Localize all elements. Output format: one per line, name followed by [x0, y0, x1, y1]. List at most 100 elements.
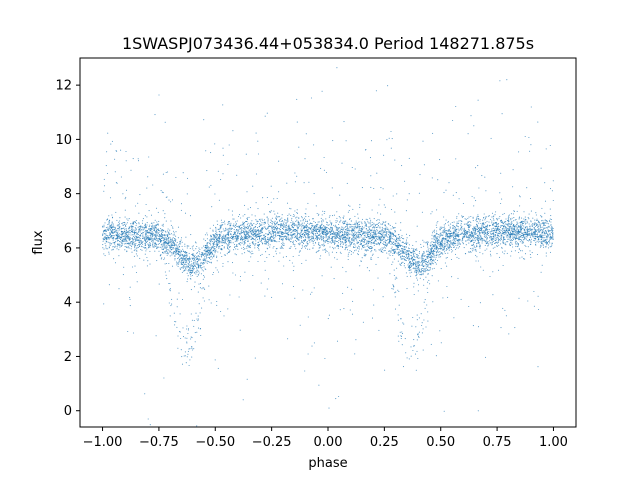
data-point: [550, 227, 552, 229]
data-point: [318, 244, 320, 246]
data-point: [309, 293, 312, 295]
data-point: [373, 240, 375, 242]
data-point: [184, 259, 186, 261]
data-point: [415, 326, 417, 328]
data-point: [409, 235, 411, 237]
data-point: [393, 258, 395, 260]
data-point: [358, 235, 360, 237]
data-point: [447, 252, 449, 254]
data-point: [354, 238, 356, 240]
data-point: [472, 250, 474, 252]
data-point: [300, 231, 302, 233]
data-point: [214, 234, 216, 236]
data-point: [541, 220, 543, 222]
data-point: [305, 216, 307, 218]
data-point: [102, 233, 104, 235]
data-point: [193, 286, 196, 288]
data-point: [515, 240, 517, 242]
data-point: [233, 223, 235, 225]
data-point: [435, 224, 437, 226]
data-point: [427, 281, 429, 283]
data-point: [456, 221, 458, 223]
data-point: [309, 228, 311, 230]
data-point: [243, 239, 245, 241]
data-point: [168, 282, 170, 285]
data-point: [285, 228, 287, 230]
data-point: [268, 242, 270, 244]
data-point: [332, 140, 334, 142]
data-point: [138, 230, 140, 232]
data-point: [270, 225, 272, 228]
data-point: [134, 205, 137, 207]
data-point: [484, 240, 486, 242]
data-point: [447, 233, 449, 235]
data-point: [437, 248, 439, 250]
data-point: [219, 252, 222, 254]
data-point: [163, 257, 166, 259]
data-point: [270, 227, 273, 229]
data-point: [217, 367, 219, 369]
data-point: [531, 229, 533, 231]
data-point: [423, 279, 425, 281]
data-point: [412, 264, 414, 266]
data-point: [200, 267, 202, 269]
data-point: [182, 250, 184, 252]
data-point: [210, 253, 212, 255]
data-point: [534, 236, 536, 238]
data-point: [186, 267, 188, 269]
data-point: [352, 246, 355, 248]
data-point: [164, 263, 166, 265]
data-point: [506, 227, 508, 229]
data-point: [526, 239, 528, 242]
data-point: [397, 241, 399, 243]
data-point: [364, 236, 366, 238]
data-point: [233, 225, 235, 227]
data-point: [150, 232, 152, 234]
data-point: [542, 242, 544, 244]
data-point: [139, 231, 141, 233]
data-point: [276, 222, 278, 224]
data-point: [384, 224, 387, 227]
data-point: [355, 222, 357, 224]
data-point: [377, 236, 379, 238]
data-point: [373, 242, 376, 245]
data-point: [281, 283, 284, 285]
data-point: [130, 248, 132, 250]
data-point: [350, 243, 352, 245]
data-point: [412, 252, 414, 254]
data-point: [246, 217, 248, 219]
data-point: [356, 223, 359, 225]
data-point: [392, 252, 394, 255]
data-point: [103, 239, 105, 241]
data-point: [248, 230, 250, 232]
data-point: [336, 220, 339, 222]
data-point: [336, 258, 338, 260]
data-point: [235, 221, 237, 223]
data-point: [172, 242, 174, 244]
data-point: [317, 234, 319, 236]
data-point: [132, 158, 134, 160]
data-point: [302, 289, 304, 291]
data-point: [161, 243, 163, 245]
data-point: [456, 233, 458, 235]
data-point: [523, 237, 525, 239]
data-point: [183, 355, 185, 357]
data-point: [528, 136, 530, 139]
data-point: [108, 219, 110, 221]
data-point: [475, 260, 477, 262]
data-point: [247, 232, 249, 234]
data-point: [222, 236, 225, 238]
data-point: [220, 232, 222, 234]
data-point: [221, 244, 223, 247]
data-point: [385, 234, 387, 236]
data-point: [254, 357, 256, 359]
data-point: [197, 257, 199, 260]
data-point: [411, 325, 413, 327]
data-point: [149, 263, 151, 265]
data-point: [280, 224, 282, 226]
data-point: [431, 211, 433, 213]
data-point: [509, 244, 511, 246]
data-point: [343, 234, 345, 236]
data-point: [149, 246, 151, 248]
data-point: [520, 239, 522, 241]
